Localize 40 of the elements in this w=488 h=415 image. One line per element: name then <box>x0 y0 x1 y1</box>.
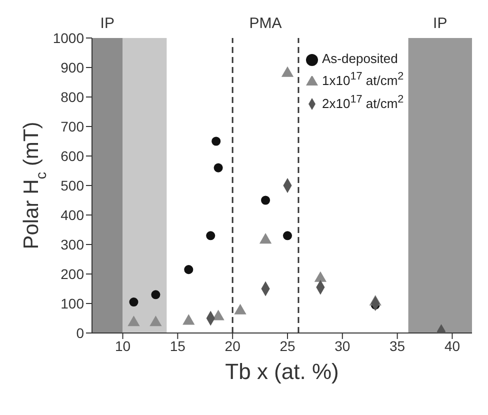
x-tick-label: 20 <box>224 338 241 354</box>
y-tick-label: 500 <box>60 177 84 194</box>
point <box>184 265 194 274</box>
x-tick-label: 30 <box>334 338 350 354</box>
y-tick-label: 600 <box>60 148 84 164</box>
y-tick-label: 100 <box>60 295 84 312</box>
text: PMA <box>249 15 282 32</box>
x-tick-label: 15 <box>170 338 186 354</box>
point <box>128 316 140 326</box>
band-label: IP <box>433 15 448 32</box>
y-tick-label: 200 <box>60 266 84 282</box>
point <box>314 271 327 282</box>
point <box>182 314 195 325</box>
point <box>212 136 221 146</box>
point <box>150 316 162 326</box>
point <box>261 196 270 205</box>
point <box>259 233 272 244</box>
y-tick-label: 400 <box>60 206 84 223</box>
x-axis-title: Tb x (at. %) <box>225 359 339 384</box>
y-tick-label: 300 <box>60 236 84 252</box>
y-tick-label: 1000 <box>52 30 84 46</box>
y-tick-label: 800 <box>60 88 84 105</box>
x-tick-label: 10 <box>114 338 131 354</box>
y-tick-label: 700 <box>60 118 84 134</box>
point <box>234 304 246 314</box>
y-tick-label: 900 <box>60 59 84 76</box>
point <box>282 231 292 240</box>
point <box>212 310 224 320</box>
x-tick-label: 25 <box>280 338 296 354</box>
point <box>206 231 216 240</box>
legend-label: 1x10$^{17}$ at/cm$^{2}$ <box>322 71 404 88</box>
band-label: IP <box>100 15 114 32</box>
legend-label: 2x10$^{17}$ at/cm$^{2}$ <box>322 93 404 111</box>
point <box>129 298 138 307</box>
x-tick-label: 40 <box>444 338 460 354</box>
x-tick-label: 35 <box>390 338 406 354</box>
y-tick-label: 0 <box>76 324 84 341</box>
legend-label: As-deposited <box>322 51 398 66</box>
point <box>151 290 160 300</box>
point <box>214 163 223 172</box>
